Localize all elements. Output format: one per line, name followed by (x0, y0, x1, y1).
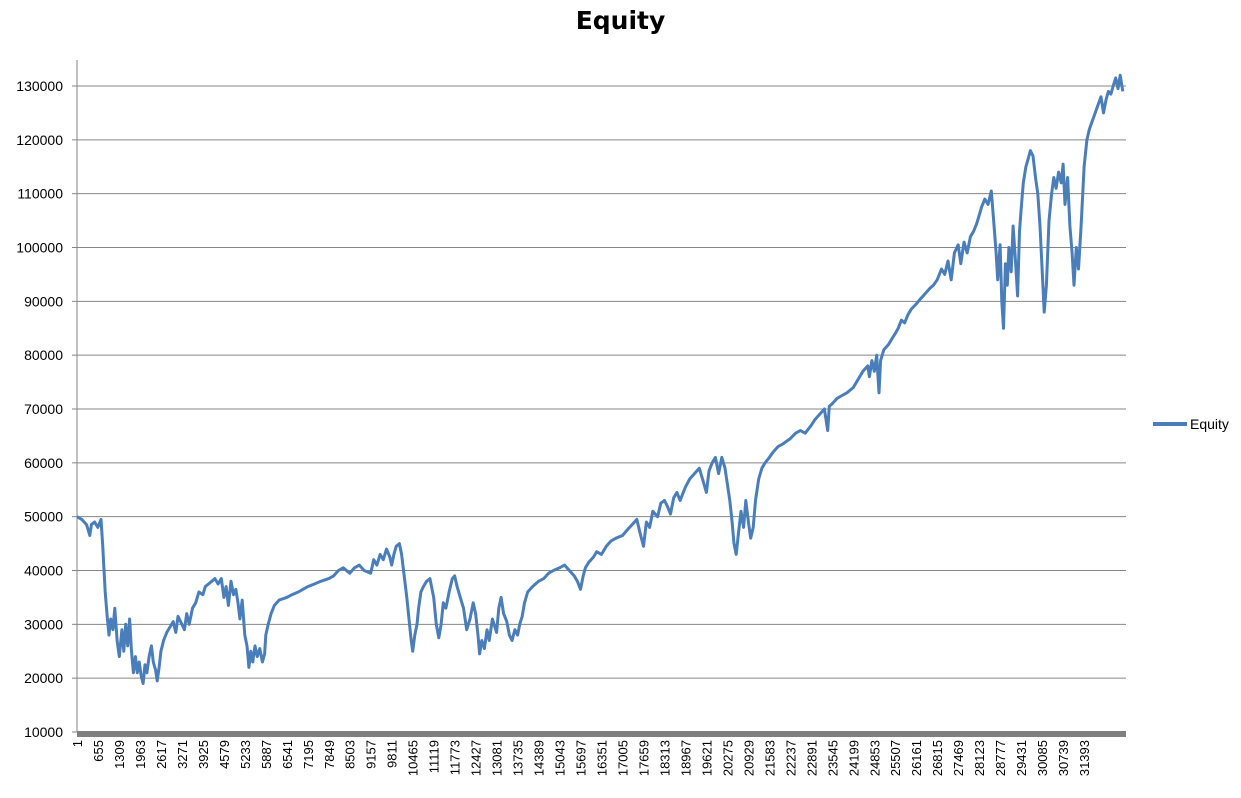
series-equity (76, 73, 1125, 685)
y-axis-ticks: 10000 20000 30000 40000 50000 60000 70000 80000… (16, 78, 77, 740)
x-tick-label-17005: 17005 (615, 740, 630, 776)
y-tick-label-40000: 40000 (24, 563, 63, 579)
x-axis-ticks: 1 655 1309 1963 2617 3271 3925 4579 5233 5887 6541… (70, 740, 1092, 776)
x-tick-label-17659: 17659 (636, 740, 651, 776)
x-tick-label-5233: 5233 (238, 740, 253, 769)
x-tick-label-7849: 7849 (322, 740, 337, 769)
x-tick-label-23545: 23545 (825, 740, 840, 776)
x-axis-line (77, 731, 1126, 737)
series-line-equity (76, 73, 1125, 685)
x-tick-label-22891: 22891 (804, 740, 819, 776)
x-tick-label-9811: 9811 (385, 740, 400, 768)
x-tick-label-655: 655 (91, 740, 106, 762)
legend-swatch (1153, 422, 1187, 426)
legend-label-equity: Equity (1190, 416, 1229, 432)
x-tick-label-4579: 4579 (217, 740, 232, 769)
x-tick-label-18313: 18313 (657, 740, 672, 776)
y-tick-label-120000: 120000 (16, 132, 63, 148)
y-tick-label-20000: 20000 (24, 670, 63, 686)
x-tick-label-6541: 6541 (280, 740, 295, 769)
y-tick-label-90000: 90000 (24, 293, 63, 309)
x-tick-label-26815: 26815 (930, 740, 945, 776)
x-tick-label-16351: 16351 (595, 740, 610, 776)
y-tick-label-70000: 70000 (24, 401, 63, 417)
x-tick-label-11119: 11119 (427, 740, 442, 773)
x-tick-label-1: 1 (70, 740, 85, 747)
x-tick-label-8503: 8503 (343, 740, 358, 769)
y-tick-label-110000: 110000 (17, 186, 63, 202)
y-tick-label-100000: 100000 (16, 240, 63, 256)
x-tick-label-20929: 20929 (741, 740, 756, 776)
x-tick-label-7195: 7195 (301, 740, 316, 769)
x-tick-label-5887: 5887 (259, 740, 274, 769)
x-tick-label-31393: 31393 (1077, 740, 1092, 776)
x-tick-label-13735: 13735 (511, 740, 526, 776)
x-tick-label-21583: 21583 (762, 740, 777, 776)
x-tick-label-15697: 15697 (574, 740, 589, 776)
x-tick-label-3925: 3925 (196, 740, 211, 769)
x-tick-label-1963: 1963 (133, 740, 148, 769)
y-tick-label-50000: 50000 (24, 509, 63, 525)
x-tick-label-13081: 13081 (490, 740, 505, 776)
x-tick-label-10465: 10465 (406, 740, 421, 776)
x-tick-label-27469: 27469 (951, 740, 966, 776)
x-tick-label-11773: 11773 (448, 740, 463, 775)
x-tick-label-3271: 3271 (175, 740, 190, 769)
chart-title: Equity (575, 6, 666, 35)
x-tick-label-29431: 29431 (1014, 740, 1029, 776)
x-tick-label-18967: 18967 (678, 740, 693, 776)
y-tick-label-130000: 130000 (16, 78, 63, 94)
gridlines (77, 85, 1126, 679)
x-tick-label-15043: 15043 (553, 740, 568, 776)
x-tick-label-20275: 20275 (720, 740, 735, 776)
x-tick-label-22237: 22237 (783, 740, 798, 776)
x-tick-label-1309: 1309 (112, 740, 127, 769)
x-tick-label-30739: 30739 (1056, 740, 1071, 776)
x-tick-label-2617: 2617 (154, 740, 169, 769)
x-tick-label-9157: 9157 (364, 740, 379, 769)
series-layer (76, 73, 1125, 685)
y-tick-label-60000: 60000 (24, 455, 63, 471)
x-tick-label-30085: 30085 (1035, 740, 1050, 776)
x-tick-label-19621: 19621 (699, 740, 714, 776)
x-tick-label-24853: 24853 (867, 740, 882, 776)
x-tick-label-14389: 14389 (532, 740, 547, 776)
legend: Equity (1153, 416, 1229, 432)
x-tick-label-28777: 28777 (993, 740, 1008, 776)
x-tick-label-24199: 24199 (846, 740, 861, 776)
x-tick-label-28123: 28123 (972, 740, 987, 776)
y-tick-label-80000: 80000 (24, 347, 63, 363)
x-tick-label-26161: 26161 (909, 740, 924, 776)
x-tick-label-12427: 12427 (469, 740, 484, 776)
y-tick-label-10000: 10000 (24, 724, 63, 740)
y-tick-label-30000: 30000 (24, 616, 63, 632)
x-tick-label-25507: 25507 (888, 740, 903, 776)
